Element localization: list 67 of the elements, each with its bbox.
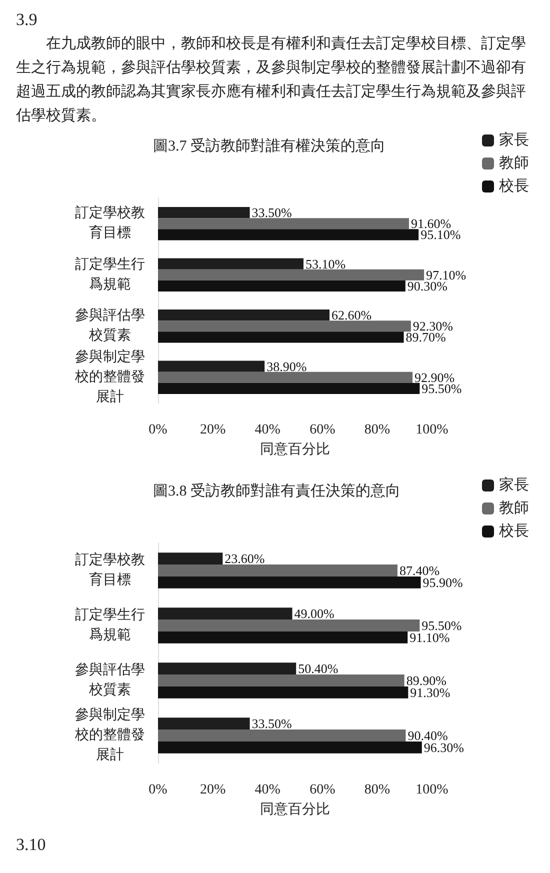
legend-label: 教師 <box>499 154 529 172</box>
data-label: 23.60% <box>224 551 265 566</box>
text: 3.9 <box>15 9 38 31</box>
bar <box>158 269 424 280</box>
data-label: 33.50% <box>252 716 292 732</box>
bar <box>158 576 421 588</box>
bar <box>158 662 296 675</box>
chart-title: 圖3.8 受訪教師對誰有責任決策的意向 <box>153 482 400 500</box>
bar <box>158 332 404 343</box>
text: 3.10 <box>15 834 47 856</box>
data-label: 97.10% <box>426 267 466 282</box>
bar <box>158 218 409 230</box>
bar <box>158 718 250 730</box>
data-label: 53.10% <box>305 256 346 272</box>
legend-label: 家長 <box>499 476 529 494</box>
x-axis-title: 同意百分比 <box>260 442 330 458</box>
text: 在九成教師的眼中，教師和校長是有權利和責任去訂定學校目標、訂定學生之行為規範，參與評估學校質素，及參與制定學校的整體發展計劃不過卻有超過五成的教師認為其實家長亦應有權利和責任去訂定學生行為規範及參與評估學校質素。 <box>15 34 527 126</box>
x-tick-label: 80% <box>364 422 390 438</box>
y-tick-label: 參與制定學校的整體發展計 <box>74 348 145 405</box>
bar <box>158 360 265 372</box>
x-tick-label: 80% <box>364 782 390 798</box>
x-tick-label: 0% <box>148 422 168 438</box>
legend-label: 校長 <box>498 522 529 540</box>
x-tick-label: 0% <box>148 782 168 798</box>
bar <box>158 564 398 576</box>
chart-title: 圖3.7 受訪教師對誰有權決策的意向 <box>153 138 386 154</box>
x-tick-label: 40% <box>254 422 281 438</box>
x-tick-label: 60% <box>310 782 336 798</box>
y-tick-label: 參與評估學校質素 <box>75 308 145 344</box>
y-tick-label: 訂定學生行爲規範 <box>75 607 145 643</box>
y-tick-label: 參與評估學校質素 <box>75 662 145 698</box>
bar <box>158 686 408 698</box>
bar <box>158 741 422 754</box>
bar <box>158 280 406 292</box>
x-tick-label: 60% <box>310 422 336 438</box>
x-tick-label: 100% <box>416 422 449 438</box>
bar <box>158 229 419 240</box>
bar <box>158 382 420 394</box>
bar <box>158 631 408 644</box>
bar <box>158 309 330 321</box>
y-tick-label: 訂定學校教育目標 <box>75 205 145 242</box>
bar <box>158 730 406 742</box>
legend-label: 校長 <box>498 178 529 194</box>
bar <box>158 206 250 218</box>
data-label: 50.40% <box>298 661 338 676</box>
data-label: 33.50% <box>252 205 292 220</box>
x-tick-label: 40% <box>254 782 281 798</box>
x-axis-title: 同意百分比 <box>260 802 330 818</box>
bar <box>158 320 411 332</box>
x-tick-label: 20% <box>200 782 226 798</box>
x-tick-label: 100% <box>416 782 449 798</box>
y-tick-label: 訂定學生行爲規範 <box>75 256 145 292</box>
data-label: 62.60% <box>332 308 372 323</box>
bar <box>158 608 292 620</box>
bar <box>158 372 413 383</box>
y-tick-label: 訂定學校教育目標 <box>75 552 145 588</box>
bar <box>158 552 223 565</box>
x-tick-label: 20% <box>200 422 226 438</box>
bar <box>158 674 404 686</box>
data-label: 38.90% <box>266 358 307 374</box>
bar <box>158 620 420 632</box>
data-label: 49.00% <box>294 606 335 622</box>
legend-label: 家長 <box>499 132 529 148</box>
bar <box>158 258 304 270</box>
y-tick-label: 參與制定學校的整體發展計 <box>74 707 145 763</box>
legend-label: 教師 <box>499 500 529 516</box>
data-label: 92.90% <box>414 370 455 385</box>
